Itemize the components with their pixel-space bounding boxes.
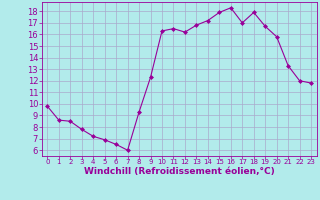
X-axis label: Windchill (Refroidissement éolien,°C): Windchill (Refroidissement éolien,°C) [84,167,275,176]
